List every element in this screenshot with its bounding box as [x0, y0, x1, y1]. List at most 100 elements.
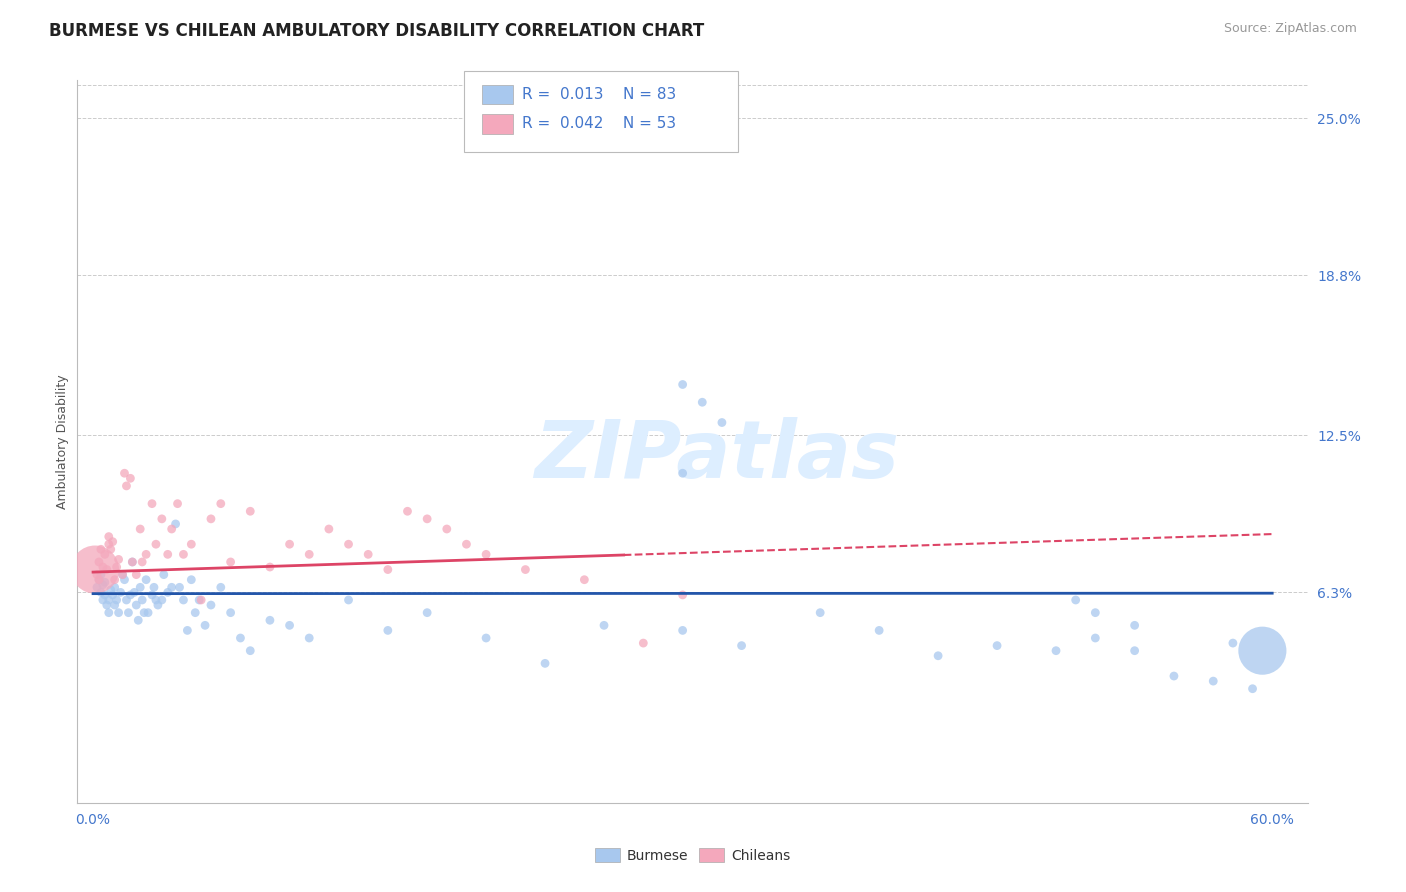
Point — [515, 563, 537, 577]
Point — [87, 555, 110, 569]
Point — [730, 639, 752, 653]
Text: ZIPatlas: ZIPatlas — [534, 417, 900, 495]
Point — [121, 555, 143, 569]
Point — [176, 624, 198, 638]
Point — [94, 588, 117, 602]
Point — [97, 530, 120, 544]
Point — [456, 537, 478, 551]
Point — [96, 598, 118, 612]
Point — [153, 567, 176, 582]
Point — [111, 567, 134, 582]
Point — [91, 560, 114, 574]
Point — [239, 643, 262, 657]
Point — [318, 522, 340, 536]
Point — [160, 580, 183, 594]
Point — [131, 555, 153, 569]
Point — [105, 593, 128, 607]
Text: BURMESE VS CHILEAN AMBULATORY DISABILITY CORRELATION CHART: BURMESE VS CHILEAN AMBULATORY DISABILITY… — [49, 22, 704, 40]
Point — [377, 563, 399, 577]
Point — [97, 537, 120, 551]
Point — [209, 580, 232, 594]
Point — [672, 377, 695, 392]
Point — [188, 593, 211, 607]
Point — [180, 573, 202, 587]
Point — [1222, 636, 1244, 650]
Point — [1163, 669, 1185, 683]
Point — [104, 598, 127, 612]
Point — [357, 547, 380, 561]
Point — [97, 593, 120, 607]
Point — [278, 537, 301, 551]
Point — [84, 563, 107, 577]
Point — [169, 580, 191, 594]
Point — [377, 624, 399, 638]
Point — [90, 542, 112, 557]
Point — [104, 573, 127, 587]
Point — [96, 563, 118, 577]
Point — [633, 636, 655, 650]
Point — [259, 613, 281, 627]
Point — [101, 534, 124, 549]
Point — [672, 588, 695, 602]
Point — [672, 624, 695, 638]
Point — [1202, 674, 1225, 689]
Point — [172, 547, 194, 561]
Point — [129, 522, 152, 536]
Point — [710, 416, 733, 430]
Point — [184, 606, 207, 620]
Point — [436, 522, 458, 536]
Text: R =  0.042    N = 53: R = 0.042 N = 53 — [522, 117, 676, 131]
Point — [125, 598, 148, 612]
Point — [150, 593, 173, 607]
Point — [101, 588, 124, 602]
Point — [145, 593, 167, 607]
Point — [90, 585, 112, 599]
Point — [86, 567, 108, 582]
Y-axis label: Ambulatory Disability: Ambulatory Disability — [56, 375, 69, 508]
Point — [574, 573, 596, 587]
Point — [475, 631, 498, 645]
Point — [87, 573, 110, 587]
Point — [172, 593, 194, 607]
Point — [1241, 681, 1264, 696]
Point — [90, 567, 112, 582]
Point — [136, 606, 159, 620]
Point — [110, 585, 132, 599]
Point — [86, 580, 108, 594]
Point — [298, 631, 321, 645]
Point — [927, 648, 949, 663]
Point — [100, 582, 122, 597]
Point — [120, 588, 142, 602]
Point — [200, 598, 222, 612]
Point — [986, 639, 1008, 653]
Point — [105, 560, 128, 574]
Point — [416, 512, 439, 526]
Point — [127, 613, 149, 627]
Point — [120, 471, 142, 485]
Point — [104, 580, 127, 594]
Point — [166, 497, 188, 511]
Point — [131, 593, 153, 607]
Point — [150, 512, 173, 526]
Point — [91, 593, 114, 607]
Point — [396, 504, 419, 518]
Point — [239, 504, 262, 518]
Legend: Burmese, Chileans: Burmese, Chileans — [589, 842, 796, 868]
Point — [259, 560, 281, 574]
Point — [337, 537, 360, 551]
Point — [229, 631, 252, 645]
Point — [160, 522, 183, 536]
Point — [278, 618, 301, 632]
Point — [1251, 643, 1274, 657]
Point — [145, 537, 167, 551]
Point — [416, 606, 439, 620]
Point — [180, 537, 202, 551]
Point — [111, 567, 134, 582]
Point — [298, 547, 321, 561]
Point — [219, 555, 242, 569]
Point — [1084, 631, 1107, 645]
Point — [200, 512, 222, 526]
Text: R =  0.013    N = 83: R = 0.013 N = 83 — [522, 87, 676, 102]
Point — [219, 606, 242, 620]
Point — [209, 497, 232, 511]
